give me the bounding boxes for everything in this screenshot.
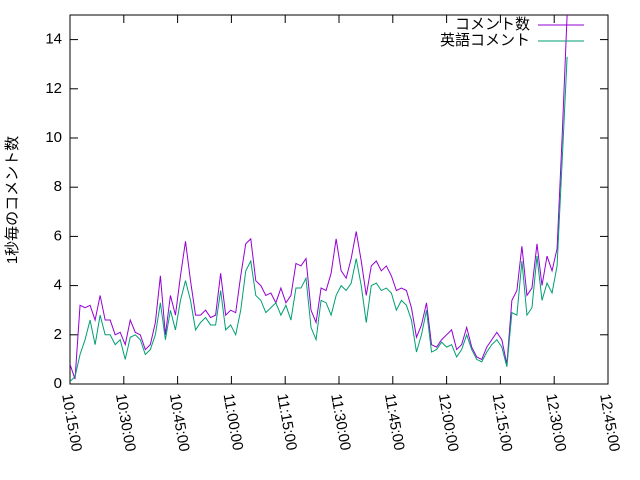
series-line: [70, 56, 568, 382]
x-tick-label: 12:45:00: [596, 392, 623, 452]
x-tick-label: 12:15:00: [489, 392, 516, 452]
x-tick-label: 11:45:00: [381, 392, 408, 451]
y-tick-label: 8: [54, 178, 62, 195]
y-axis-label: 1秒毎のコメント数: [4, 136, 21, 264]
y-tick-label: 10: [45, 129, 62, 146]
y-tick-label: 4: [54, 277, 62, 294]
x-tick-label: 11:00:00: [220, 392, 247, 451]
y-tick-label: 6: [54, 227, 62, 244]
x-tick-label: 10:45:00: [166, 392, 193, 452]
x-tick-label: 12:30:00: [542, 392, 569, 452]
x-tick-label: 10:30:00: [112, 392, 139, 452]
x-tick-label: 12:00:00: [435, 392, 462, 452]
y-tick-label: 2: [54, 326, 62, 343]
y-tick-label: 14: [45, 31, 62, 48]
plot-frame: [69, 14, 609, 385]
y-tick-label: 12: [45, 80, 62, 97]
x-tick-label: 11:30:00: [327, 392, 354, 451]
legend-label: 英語コメント: [440, 31, 530, 49]
y-tick-label: 0: [54, 375, 62, 392]
x-tick-label: 10:15:00: [58, 392, 85, 452]
legend-label: コメント数: [455, 16, 530, 33]
x-tick-label: 11:15:00: [273, 392, 300, 451]
series-line: [70, 15, 568, 380]
